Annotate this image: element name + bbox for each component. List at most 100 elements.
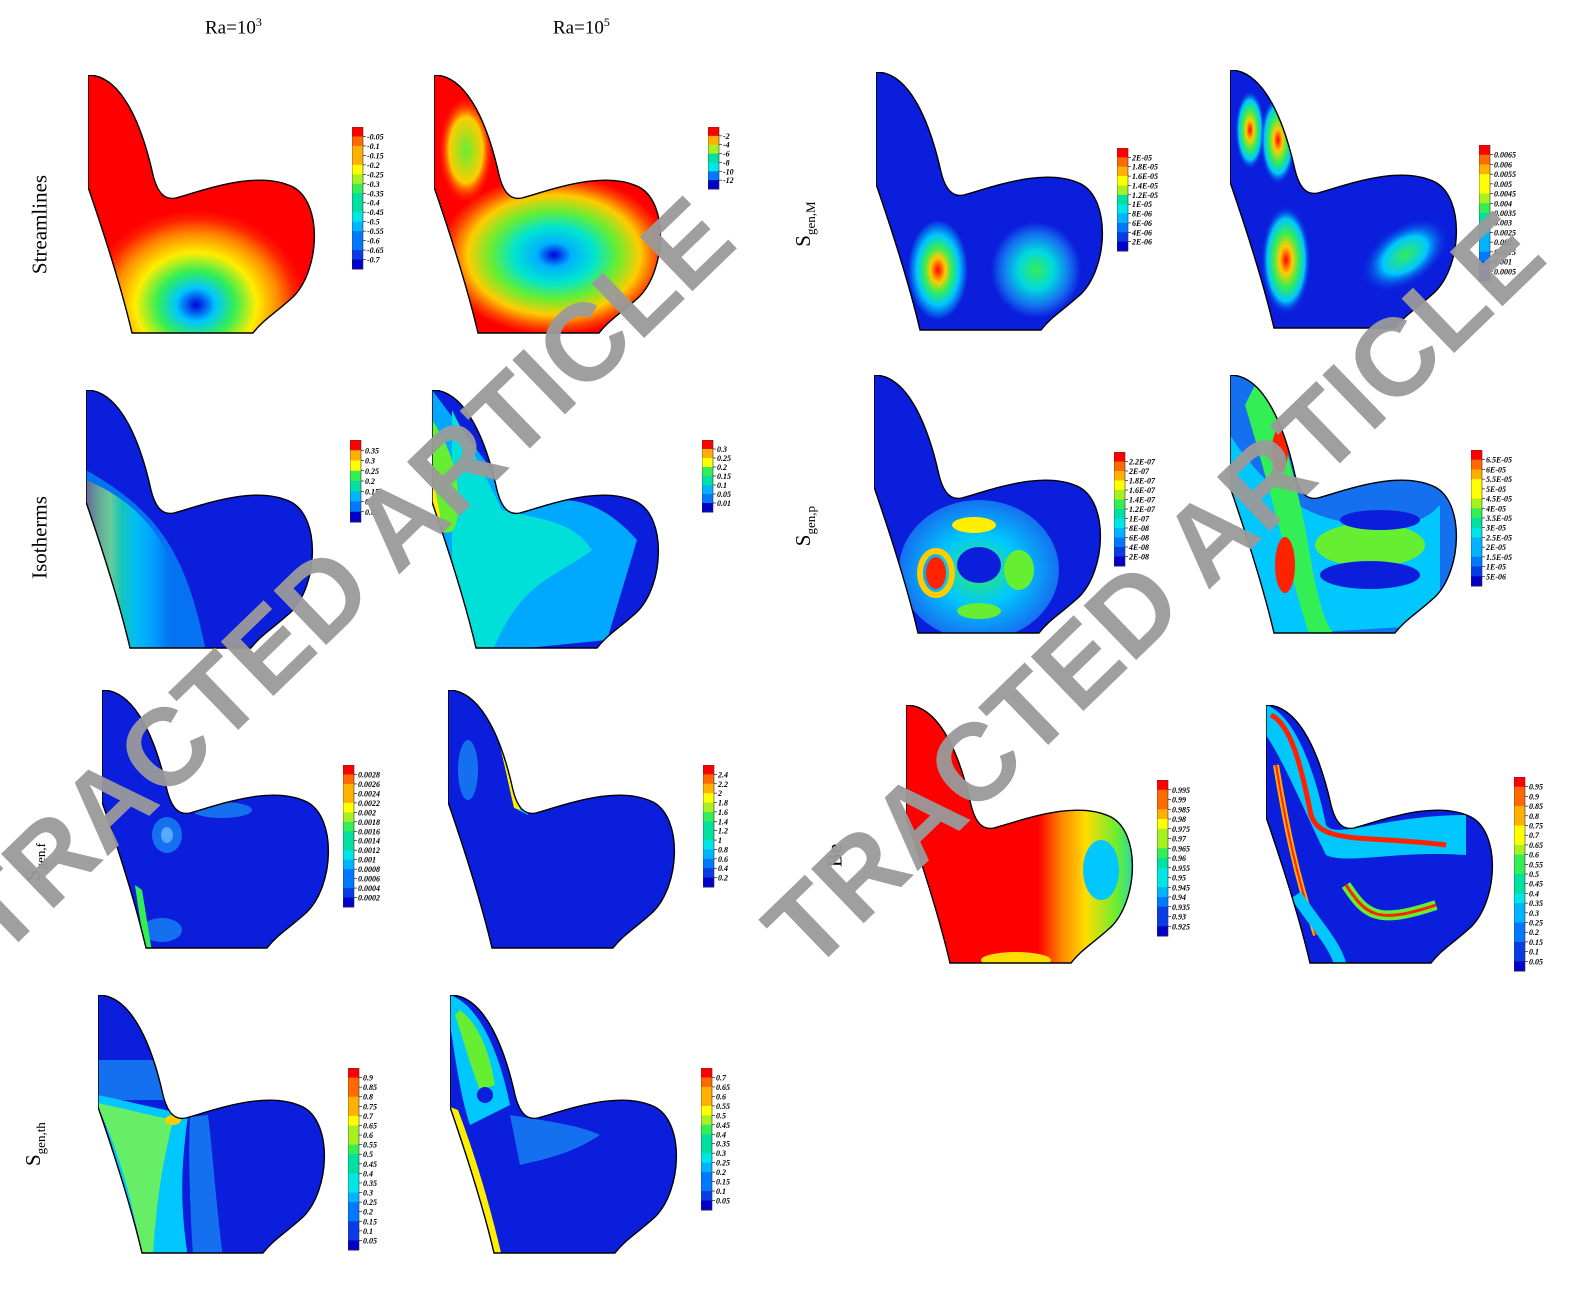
legend-tick-label: 1.4E-05 [1132,181,1158,190]
legend-swatch [348,1087,359,1098]
legend-swatch [352,174,363,185]
legend-swatch [703,765,714,775]
legend-tick-label: 5.5E-05 [1486,475,1512,484]
legend-swatch [702,476,713,486]
legend-swatch [701,1162,712,1173]
legend-tick-label: 1.2E-05 [1132,191,1158,200]
legend-tick-label: 0.98 [1172,815,1186,824]
legend-sth_1: 0.90.850.80.750.70.650.60.550.50.450.40.… [348,1068,377,1251]
legend-swatch [1114,509,1125,519]
legend-swatch [1117,222,1128,233]
legend-tick-label: -12 [723,176,734,185]
legend-swatch [352,221,363,232]
legend-be_1: 0.9950.990.9850.980.9750.970.9650.960.95… [1157,780,1190,937]
legend-swatch [343,850,354,861]
legend-tick-label: 2E-08 [1128,553,1149,562]
legend-tick-label: 0.35 [365,446,379,455]
legend-tick-label: 0.55 [716,1102,730,1111]
legend-tick-label: 0.0016 [358,827,380,836]
legend-tick-label: 0.2 [1529,928,1539,937]
legend-tick-label: 0.0012 [358,846,380,855]
legend-sf_1: 0.00280.00260.00240.00220.0020.00180.001… [343,765,380,908]
legend-swatch [703,783,714,794]
legend-tick-label: 0.65 [716,1083,730,1092]
legend-swatch [701,1181,712,1192]
legend-tick-label: 6.5E-05 [1486,456,1512,465]
legend-swatch [348,1144,359,1155]
legend-swatch [352,202,363,213]
legend-swatch [1514,922,1525,933]
legend-swatch [1471,547,1482,558]
legend-tick-label: 0.965 [1172,844,1190,853]
legend-tick-label: 0.0005 [1494,267,1516,276]
legend-tick-label: 0.6 [718,855,728,864]
legend-swatch [1471,518,1482,529]
legend-tick-label: -0.4 [367,199,380,208]
legend-tick-label: 0.15 [365,487,379,496]
legend-tick-label: 0.8 [718,845,728,854]
legend-tick-label: -0.65 [367,246,384,255]
legend-tick-label: 0.15 [716,1178,730,1187]
legend-swatch [350,481,361,492]
legend-swatch [343,859,354,870]
legend-tick-label: 0.25 [1529,919,1543,928]
panel-sgen-p-ra5 [1230,375,1458,634]
legend-tick-label: 0.1 [1529,948,1539,957]
legend-tick-label: 0.05 [717,490,731,499]
legend-swatch [1471,537,1482,548]
legend-swatch [1471,576,1482,587]
legend-swatch [1117,185,1128,196]
legend-tick-label: -0.5 [367,218,380,227]
legend-tick-label: 1.8 [718,799,728,808]
legend-tick-label: 0.75 [1529,822,1543,831]
legend-swatch [1514,874,1525,885]
legend-tick-label: 0.2 [363,1208,373,1217]
legend-swatch [343,774,354,785]
legend-tick-label: 0.9 [1529,792,1539,801]
legend-swatch [1479,203,1490,214]
legend-tick-label: 0.0014 [358,837,380,846]
legend-tick-label: -8 [723,158,730,167]
legend-tick-label: 0.001 [1494,258,1512,267]
legend-swatch [708,162,719,172]
legend-swatch [703,830,714,841]
legend-swatch [1157,799,1168,810]
legend-tick-label: 0.45 [363,1160,377,1169]
legend-tick-label: 0.8 [363,1093,373,1102]
legend-tick-label: 1.5E-05 [1486,553,1512,562]
legend-tick-label: 0.25 [717,454,731,463]
legend-swatch [348,1182,359,1194]
legend-tick-label: -0.35 [367,189,384,198]
legend-swatch [1514,903,1525,914]
legend-swatch [1114,556,1125,567]
legend-tick-label: 4E-08 [1128,543,1149,552]
legend-swatch [343,802,354,813]
legend-tick-label: 0.3 [716,1149,726,1158]
legend-swatch [343,878,354,889]
legend-tick-label: 0.4 [363,1169,373,1178]
legend-tick-label: 0.85 [1529,802,1543,811]
legend-tick-label: 0.35 [363,1179,377,1188]
legend-swatch [702,449,713,459]
legend-swatch [703,849,714,860]
legend-tick-label: 1.6 [718,808,728,817]
legend-swatch [1471,498,1482,509]
legend-swatch [1514,864,1525,875]
legend-tick-label: 2.2 [717,780,728,789]
legend-tick-label: 0.0025 [1494,228,1516,237]
legend-swatch [1157,838,1168,849]
legend-tick-label: 0.01 [717,499,731,508]
legend-swatch [343,812,354,823]
legend-tick-label: 0.7 [1529,831,1540,840]
legend-tick-label: 0.15 [1529,938,1543,947]
legend-swatch [708,153,719,163]
legend-swatch [702,458,713,468]
legend-tick-label: -6 [723,150,730,159]
legend-tick-label: 3.5E-05 [1485,514,1512,523]
legend-swatch [1514,777,1525,788]
legend-swatch [1514,835,1525,846]
legend-swatch [350,450,361,461]
legend-swatch [701,1124,712,1135]
legend-swatch [350,491,361,502]
legend-tick-label: 0.4 [718,864,728,873]
